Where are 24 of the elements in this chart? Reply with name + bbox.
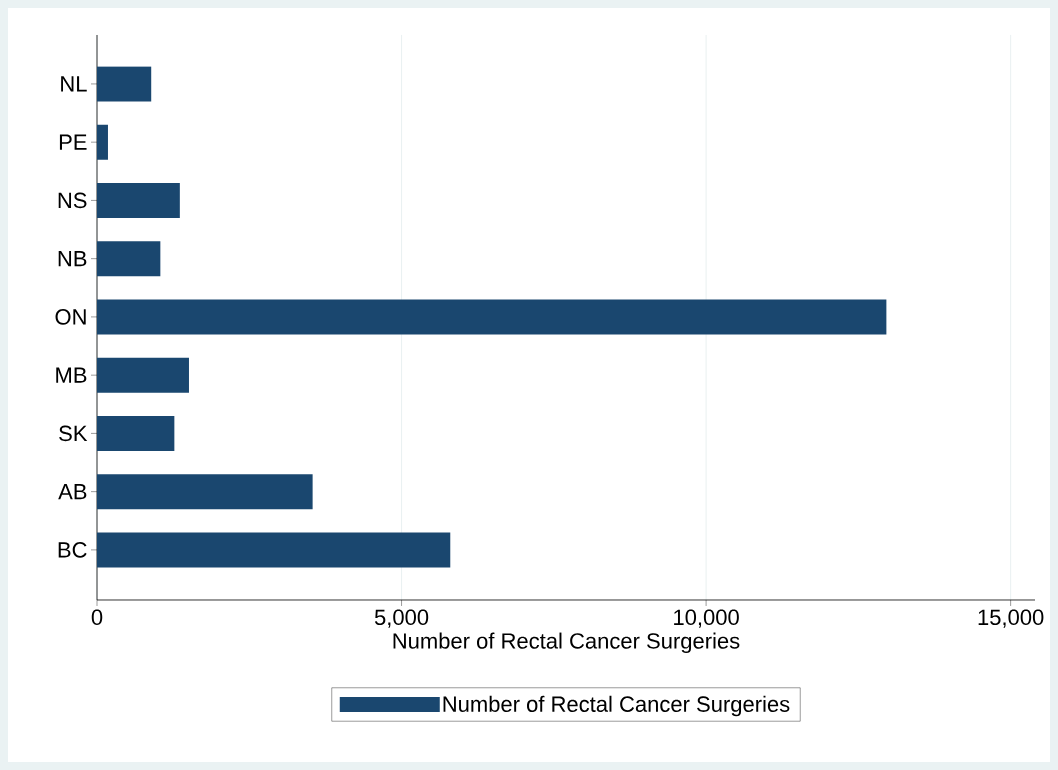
y-tick-label: ON — [55, 309, 86, 325]
x-tick-label: 0 — [91, 609, 103, 626]
bar — [97, 474, 313, 510]
y-tick-label: MB — [56, 367, 87, 383]
y-tick-label: NB — [58, 251, 87, 267]
bar — [97, 415, 175, 451]
y-tick-label: PE — [59, 134, 87, 150]
bar — [97, 66, 152, 102]
bar — [97, 357, 189, 393]
x-tick-label: 15,000 — [978, 609, 1044, 628]
y-tick-label: AB — [58, 484, 87, 500]
legend-label: Number of Rectal Cancer Surgeries — [443, 695, 790, 717]
y-tick-label: NL — [61, 76, 87, 92]
y-tick-label: NS — [58, 192, 87, 209]
x-tick-label: 5,000 — [374, 609, 429, 628]
y-tick-label: BC — [58, 542, 87, 558]
bar — [97, 182, 180, 218]
x-axis-title: Number of Rectal Cancer Surgeries — [393, 632, 740, 654]
y-tick-label: SK — [59, 425, 88, 442]
bar — [97, 124, 108, 160]
x-tick-label: 10,000 — [674, 609, 739, 628]
bar — [97, 532, 451, 568]
bar — [97, 299, 887, 335]
bar — [97, 241, 161, 277]
